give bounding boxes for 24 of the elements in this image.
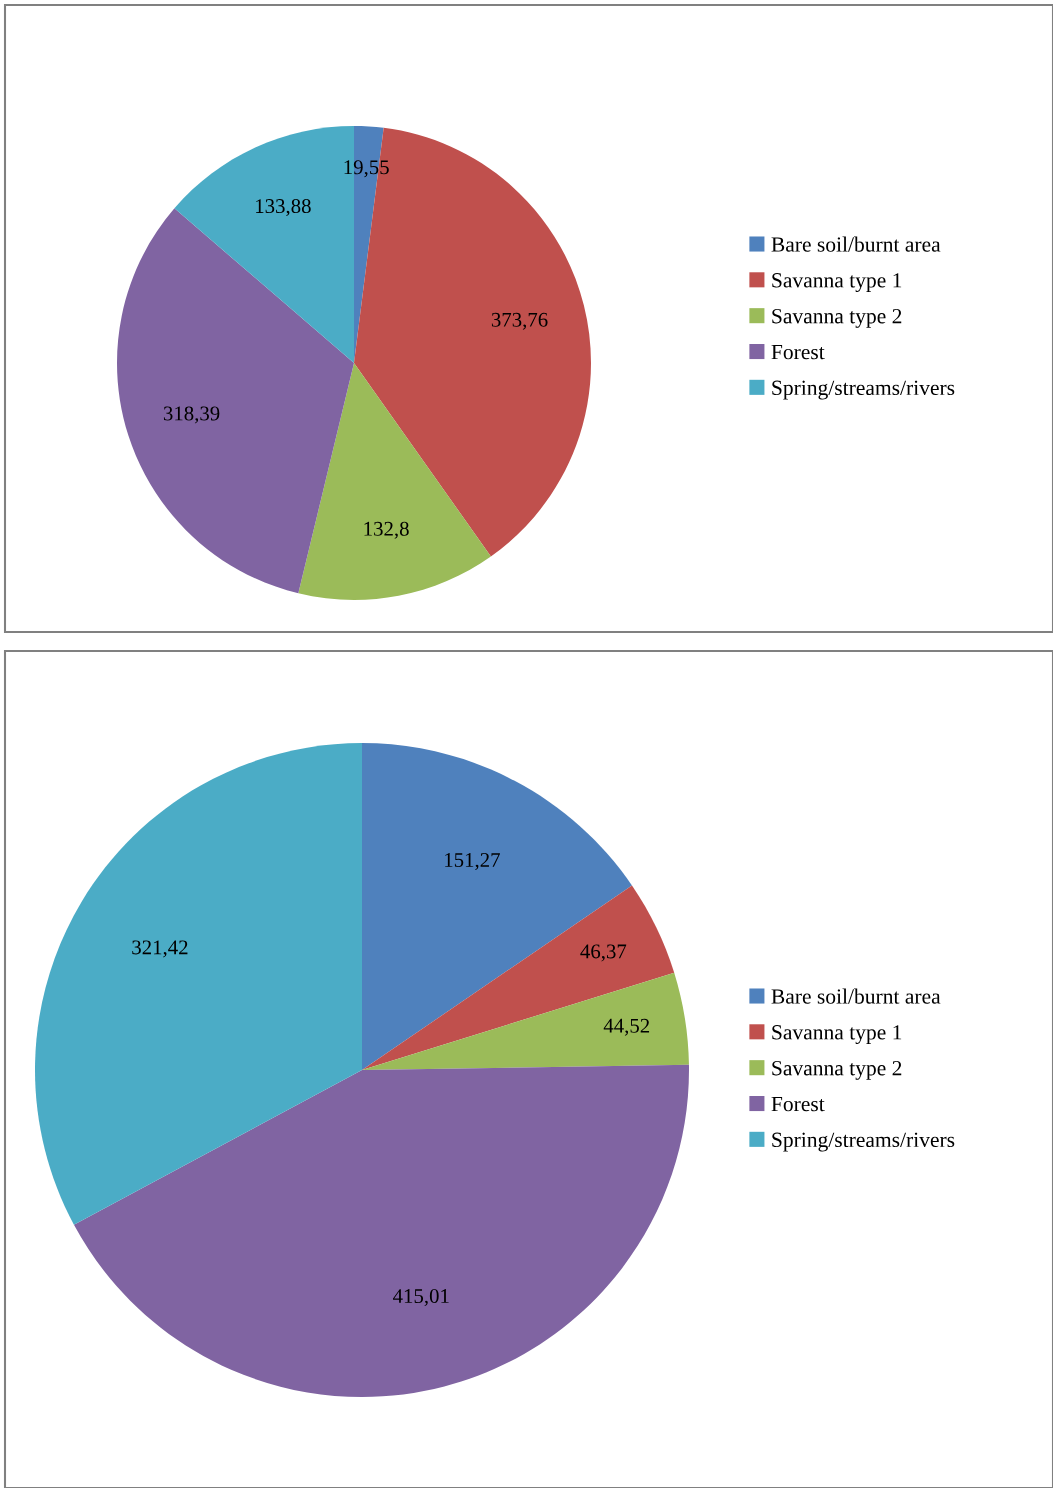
data-label: 46,37 — [580, 944, 627, 962]
data-label: 44,52 — [603, 1018, 650, 1036]
legend-label: Bare soil/burnt area — [771, 988, 941, 1004]
legend-label: Savanna type 2 — [772, 308, 902, 328]
pie-slice — [298, 363, 491, 600]
legend-label: Savanna type 1 — [772, 1025, 902, 1044]
legend-label: Forest — [771, 1096, 825, 1112]
data-label: 415,01 — [393, 1289, 449, 1307]
legend-label: Spring/streams/rivers — [772, 380, 955, 400]
legend-label: Forest — [771, 344, 825, 360]
pie-slice — [362, 885, 675, 1070]
pie-slice — [362, 972, 689, 1070]
legend-label: Savanna type 1 — [772, 273, 902, 292]
pie-slice — [73, 1064, 689, 1397]
data-label: 373,76 — [491, 312, 548, 330]
pie-slice — [35, 743, 362, 1225]
legend-label: Bare soil/burnt area — [771, 236, 941, 252]
data-label: 151,27 — [445, 853, 500, 870]
data-label: 321,42 — [132, 940, 188, 958]
data-label: 132,8 — [364, 521, 409, 539]
legend-label: Savanna type 2 — [772, 1060, 902, 1080]
data-label: 318,39 — [163, 406, 220, 424]
legend-label: Spring/streams/rivers — [772, 1132, 955, 1152]
data-label: 133,88 — [256, 199, 311, 217]
